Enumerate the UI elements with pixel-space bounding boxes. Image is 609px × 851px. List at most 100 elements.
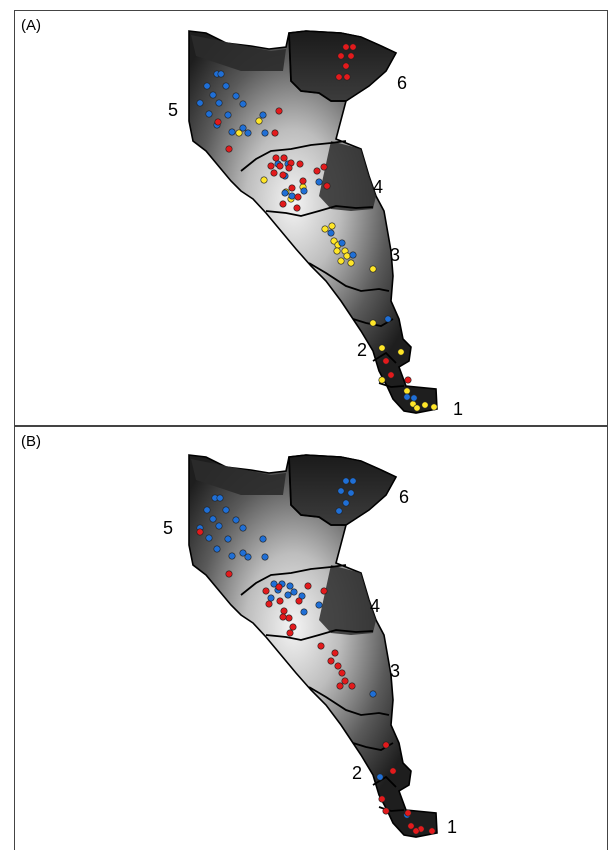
site-point-red: [214, 118, 222, 126]
site-point-blue: [337, 487, 345, 495]
site-point-blue: [239, 549, 247, 557]
site-point-blue: [261, 129, 269, 137]
site-point-blue: [239, 100, 247, 108]
site-point-red: [279, 613, 287, 621]
site-point-blue: [315, 178, 323, 186]
site-point-yellow: [328, 222, 336, 230]
region-label-1: 1: [447, 817, 457, 837]
region-label-4: 4: [370, 596, 380, 616]
site-point-yellow: [260, 176, 268, 184]
site-point-red: [275, 107, 283, 115]
site-point-blue: [376, 773, 384, 781]
site-point-blue: [410, 394, 418, 402]
map-panel-a: (A): [14, 10, 608, 426]
site-point-yellow: [255, 117, 263, 125]
site-point-red: [327, 657, 335, 665]
site-point-yellow: [378, 344, 386, 352]
site-point-red: [412, 827, 420, 835]
site-point-red: [389, 767, 397, 775]
site-point-blue: [290, 588, 298, 596]
site-point-blue: [209, 515, 217, 523]
panel-label-b: (B): [21, 433, 41, 450]
site-point-red: [342, 43, 350, 51]
site-point-yellow: [333, 247, 341, 255]
site-point-red: [285, 164, 293, 172]
site-point-blue: [217, 70, 225, 78]
site-point-blue: [335, 507, 343, 515]
region-label-2: 2: [352, 763, 362, 783]
site-point-yellow: [235, 129, 243, 137]
site-point-blue: [327, 229, 335, 237]
site-point-red: [317, 642, 325, 650]
site-point-blue: [284, 591, 292, 599]
site-point-red: [323, 182, 331, 190]
site-point-red: [294, 193, 302, 201]
site-point-red: [334, 662, 342, 670]
site-point-red: [286, 629, 294, 637]
site-point-red: [295, 597, 303, 605]
site-point-yellow: [378, 376, 386, 384]
site-point-red: [382, 357, 390, 365]
site-point-red: [404, 376, 412, 384]
site-point-blue: [224, 111, 232, 119]
site-point-blue: [384, 315, 392, 323]
site-points-a: [196, 43, 438, 412]
site-point-blue: [215, 522, 223, 530]
site-point-red: [348, 682, 356, 690]
site-point-blue: [403, 393, 411, 401]
site-point-red: [225, 570, 233, 578]
site-point-red: [280, 607, 288, 615]
region-labels: 1 2 3 4 5 6: [163, 487, 457, 837]
site-point-red: [262, 587, 270, 595]
site-point-blue: [205, 534, 213, 542]
site-point-red: [265, 600, 273, 608]
site-point-yellow: [321, 225, 329, 233]
site-point-red: [378, 795, 386, 803]
site-point-blue: [196, 99, 204, 107]
site-point-blue: [222, 506, 230, 514]
map-canvas-b: 1 2 3 4 5 6: [163, 454, 457, 838]
site-point-yellow: [403, 387, 411, 395]
region-label-6: 6: [397, 73, 407, 93]
region-label-5: 5: [168, 100, 178, 120]
site-point-yellow: [397, 348, 405, 356]
site-point-red: [280, 154, 288, 162]
site-point-red: [271, 129, 279, 137]
site-point-red: [347, 52, 355, 60]
site-point-red: [331, 649, 339, 657]
site-point-blue: [259, 535, 267, 543]
site-point-red: [349, 43, 357, 51]
site-point-yellow: [413, 404, 421, 412]
site-point-blue: [261, 553, 269, 561]
site-point-red: [270, 169, 278, 177]
site-point-blue: [222, 82, 230, 90]
site-point-blue: [232, 516, 240, 524]
site-point-red: [387, 371, 395, 379]
site-point-yellow: [343, 252, 351, 260]
site-point-red: [428, 827, 436, 835]
site-point-yellow: [421, 401, 429, 409]
site-point-blue: [259, 111, 267, 119]
site-point-red: [225, 145, 233, 153]
site-point-red: [275, 583, 283, 591]
site-point-blue: [216, 494, 224, 502]
region-label-3: 3: [390, 661, 400, 681]
site-points-b: [196, 477, 436, 835]
region-boundaries: [240, 32, 405, 388]
site-point-blue: [224, 535, 232, 543]
site-point-blue: [342, 477, 350, 485]
site-point-blue: [349, 477, 357, 485]
site-point-red: [341, 677, 349, 685]
region-label-5: 5: [163, 518, 173, 538]
site-point-red: [336, 682, 344, 690]
site-point-blue: [205, 110, 213, 118]
site-point-blue: [267, 594, 275, 602]
site-point-red: [276, 597, 284, 605]
site-point-red: [279, 200, 287, 208]
site-point-blue: [239, 124, 247, 132]
site-point-blue: [228, 128, 236, 136]
site-point-blue: [244, 553, 252, 561]
site-point-red: [320, 163, 328, 171]
site-point-blue: [203, 82, 211, 90]
site-point-red: [285, 614, 293, 622]
